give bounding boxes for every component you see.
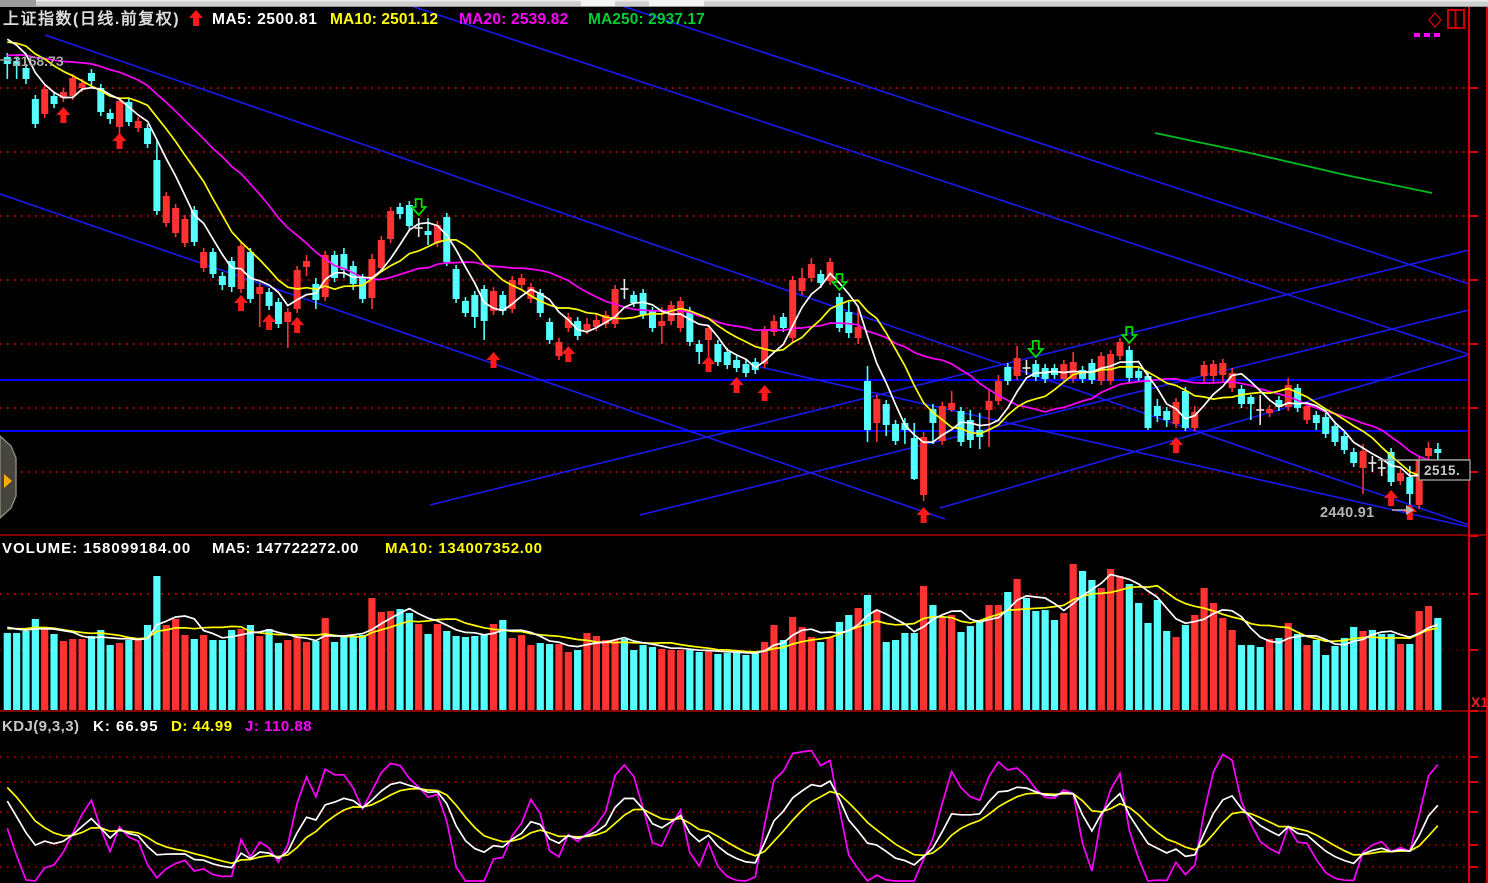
svg-text:K: 66.95: K: 66.95 (93, 718, 159, 735)
svg-text:2515.: 2515. (1424, 463, 1460, 478)
svg-text:MA10: 134007352.00: MA10: 134007352.00 (385, 540, 543, 557)
svg-text:KDJ(9,3,3): KDJ(9,3,3) (2, 718, 79, 735)
svg-text:MA10: 2501.12: MA10: 2501.12 (330, 11, 438, 28)
svg-text:X1: X1 (1471, 694, 1488, 710)
svg-text:MA250: 2937.17: MA250: 2937.17 (588, 11, 705, 28)
svg-text:MA20: 2539.82: MA20: 2539.82 (459, 11, 568, 28)
svg-text:MA5: 147722272.00: MA5: 147722272.00 (212, 540, 359, 557)
svg-text:J: 110.88: J: 110.88 (245, 718, 312, 735)
svg-text:上证指数(日线.前复权): 上证指数(日线.前复权) (3, 9, 180, 28)
svg-text:3158.73: 3158.73 (13, 53, 64, 69)
svg-text:2440.91: 2440.91 (1320, 505, 1375, 521)
svg-text:VOLUME: 158099184.00: VOLUME: 158099184.00 (2, 540, 191, 557)
svg-text:MA5: 2500.81: MA5: 2500.81 (212, 11, 317, 28)
svg-text:D: 44.99: D: 44.99 (171, 718, 233, 735)
